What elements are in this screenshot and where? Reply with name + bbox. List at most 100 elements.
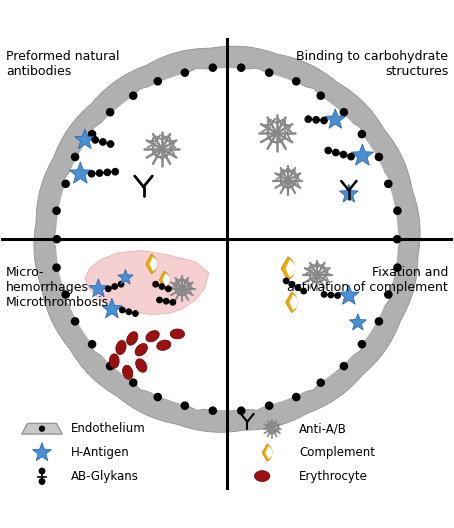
Circle shape — [340, 362, 348, 371]
Polygon shape — [89, 279, 108, 297]
Circle shape — [340, 108, 348, 117]
Circle shape — [88, 340, 96, 348]
Circle shape — [305, 116, 311, 122]
Wedge shape — [286, 292, 297, 313]
Polygon shape — [102, 298, 122, 318]
Circle shape — [56, 68, 398, 410]
Circle shape — [292, 393, 301, 401]
Text: Endothelium: Endothelium — [71, 422, 146, 435]
Circle shape — [358, 340, 366, 348]
Circle shape — [88, 130, 96, 138]
Circle shape — [321, 117, 327, 124]
Ellipse shape — [146, 331, 159, 342]
Circle shape — [181, 401, 189, 410]
Circle shape — [119, 307, 125, 313]
Circle shape — [52, 206, 61, 215]
Circle shape — [153, 77, 162, 86]
Circle shape — [208, 407, 217, 415]
Polygon shape — [351, 144, 374, 165]
Circle shape — [61, 180, 70, 188]
Ellipse shape — [157, 340, 171, 351]
Wedge shape — [289, 295, 298, 310]
Circle shape — [153, 393, 162, 401]
Circle shape — [313, 117, 319, 123]
Polygon shape — [340, 184, 358, 202]
Circle shape — [301, 288, 306, 294]
Circle shape — [265, 69, 273, 77]
Circle shape — [375, 317, 383, 326]
Circle shape — [393, 263, 402, 272]
Circle shape — [283, 278, 289, 284]
Circle shape — [393, 235, 401, 243]
Circle shape — [321, 291, 327, 297]
Text: Binding to carbohydrate
structures: Binding to carbohydrate structures — [296, 50, 448, 78]
Circle shape — [106, 108, 114, 117]
Ellipse shape — [123, 365, 133, 380]
Ellipse shape — [116, 341, 126, 355]
Circle shape — [39, 468, 45, 474]
Ellipse shape — [136, 359, 147, 372]
Wedge shape — [281, 257, 295, 280]
Wedge shape — [266, 446, 272, 459]
Circle shape — [335, 293, 340, 298]
Polygon shape — [74, 129, 95, 149]
Ellipse shape — [109, 354, 119, 368]
Text: H-Antigen: H-Antigen — [71, 446, 130, 459]
Circle shape — [118, 281, 124, 287]
Ellipse shape — [170, 329, 185, 339]
Circle shape — [159, 284, 165, 289]
Circle shape — [129, 379, 138, 387]
Circle shape — [107, 141, 114, 147]
Ellipse shape — [135, 344, 148, 356]
Circle shape — [295, 285, 301, 290]
Circle shape — [53, 235, 61, 243]
Circle shape — [61, 290, 70, 299]
Circle shape — [375, 153, 383, 161]
Wedge shape — [163, 274, 170, 286]
Circle shape — [181, 69, 189, 77]
Circle shape — [333, 149, 339, 156]
Polygon shape — [339, 285, 359, 304]
Circle shape — [112, 168, 118, 175]
Polygon shape — [34, 46, 420, 432]
Circle shape — [340, 152, 346, 158]
Polygon shape — [118, 269, 133, 284]
Ellipse shape — [127, 332, 138, 345]
Circle shape — [126, 309, 132, 315]
Circle shape — [100, 139, 106, 145]
Wedge shape — [286, 260, 295, 277]
Circle shape — [384, 290, 393, 299]
Text: Erythrocyte: Erythrocyte — [299, 469, 368, 483]
Circle shape — [325, 147, 331, 154]
Circle shape — [106, 286, 111, 291]
Text: Anti-A/B: Anti-A/B — [299, 422, 347, 435]
Circle shape — [133, 311, 138, 316]
Circle shape — [166, 286, 171, 291]
Polygon shape — [349, 314, 366, 330]
Circle shape — [289, 281, 295, 287]
Circle shape — [237, 63, 246, 72]
Circle shape — [129, 91, 138, 100]
Circle shape — [237, 407, 246, 415]
Circle shape — [265, 401, 273, 410]
Polygon shape — [33, 442, 51, 460]
Wedge shape — [159, 271, 169, 288]
Circle shape — [328, 293, 334, 298]
Polygon shape — [325, 109, 345, 128]
Circle shape — [106, 362, 114, 371]
Circle shape — [39, 426, 45, 432]
Circle shape — [384, 180, 393, 188]
Circle shape — [52, 263, 61, 272]
Ellipse shape — [255, 470, 270, 482]
Text: Micro-
hemorrhages
Microthrombosis: Micro- hemorrhages Microthrombosis — [6, 266, 109, 309]
Wedge shape — [146, 254, 157, 274]
Text: Complement: Complement — [299, 446, 375, 459]
Circle shape — [71, 153, 79, 161]
Circle shape — [393, 206, 402, 215]
Circle shape — [170, 300, 176, 305]
Circle shape — [71, 317, 79, 326]
Circle shape — [316, 91, 325, 100]
Circle shape — [153, 281, 158, 287]
Circle shape — [92, 137, 99, 143]
Circle shape — [39, 479, 45, 484]
